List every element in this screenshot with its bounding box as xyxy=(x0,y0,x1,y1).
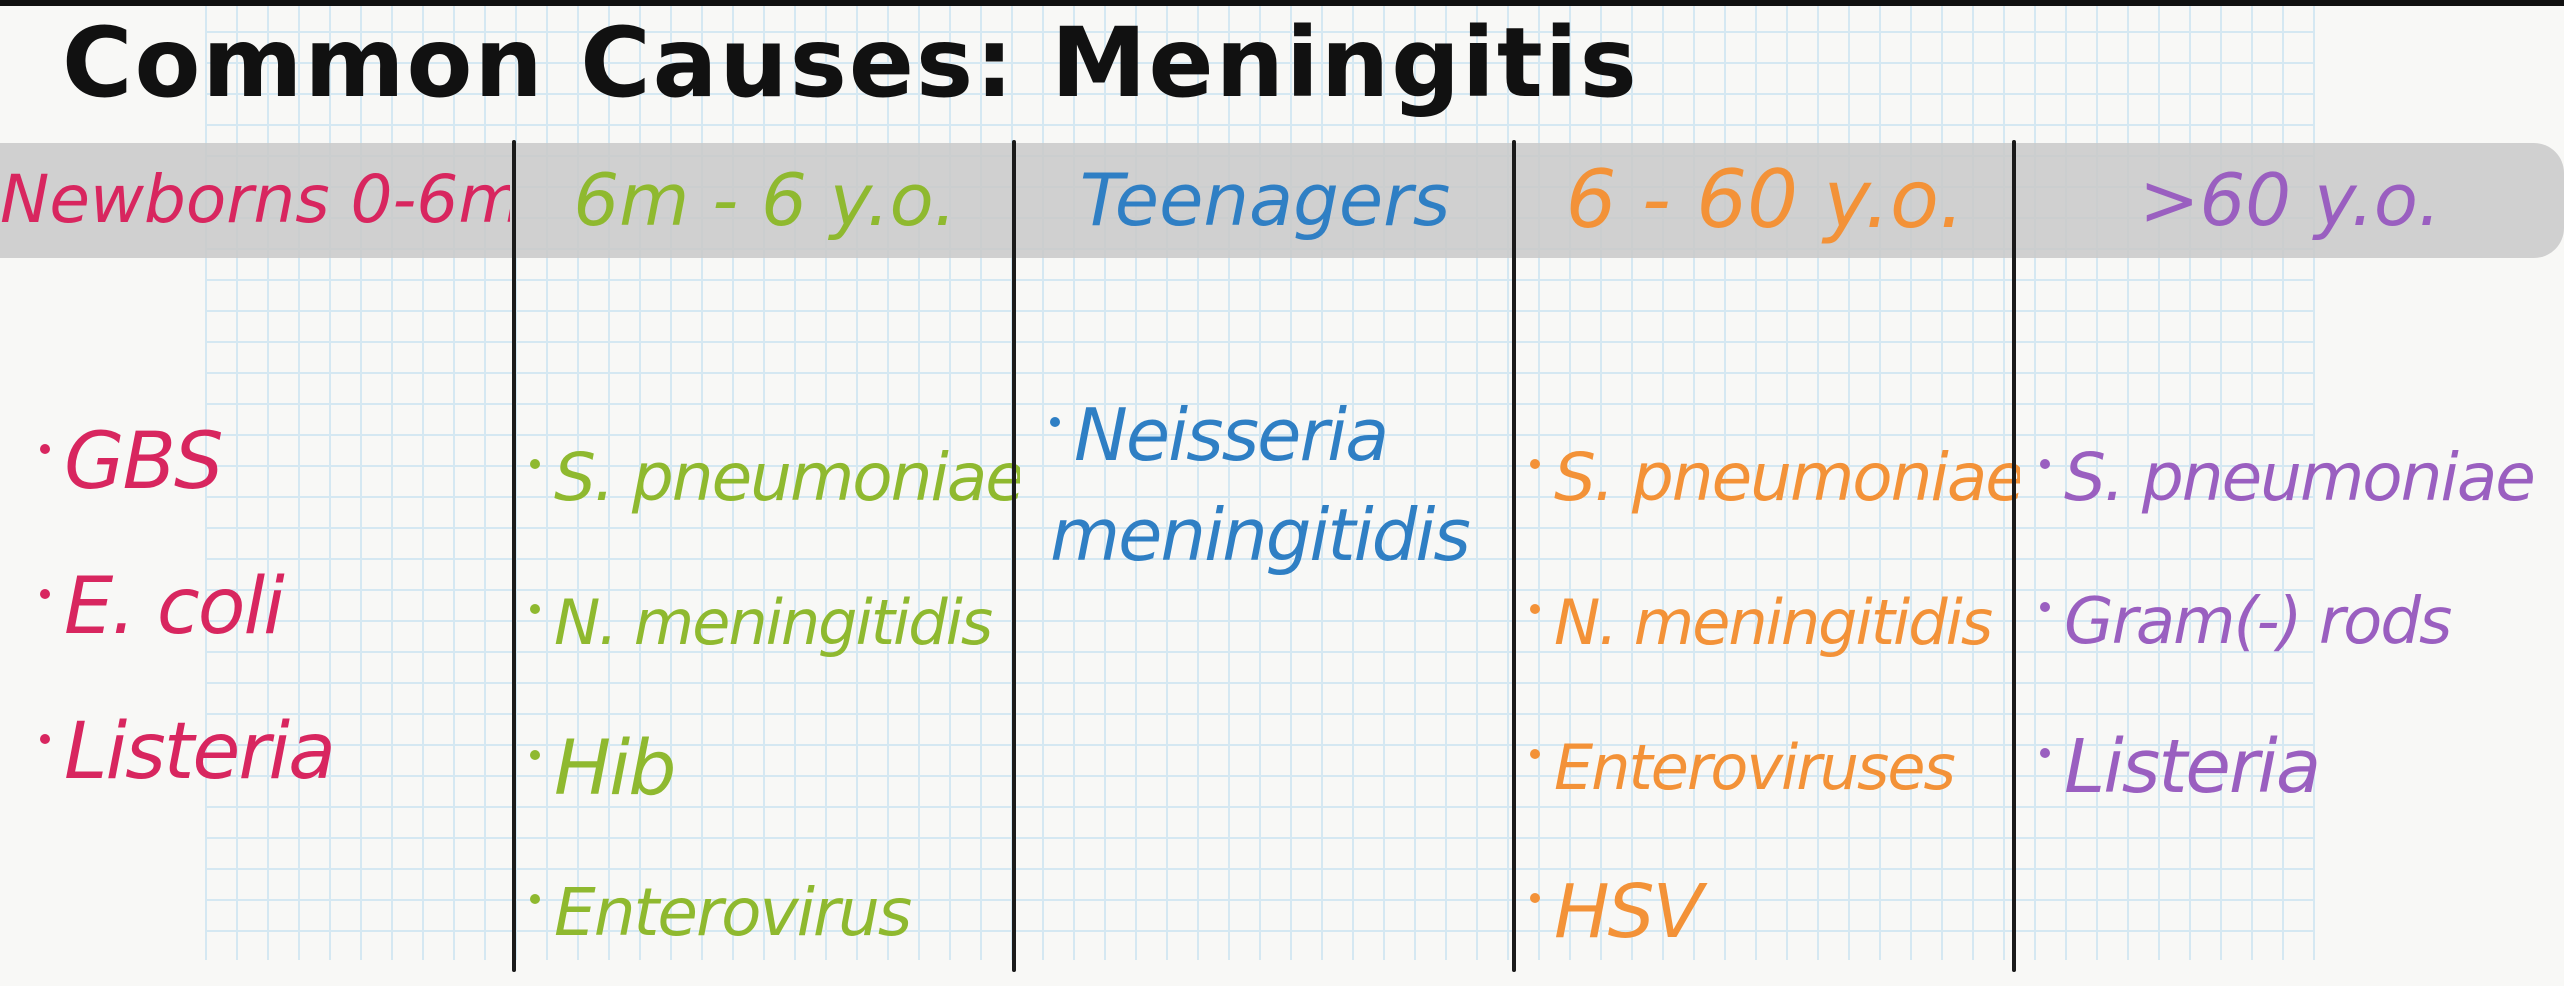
bullet-icon xyxy=(530,458,540,469)
column-divider xyxy=(512,140,516,972)
column-items-over-60yo: S. pneumoniae Gram(-) rods Listeria xyxy=(2040,405,2564,840)
list-item: HSV xyxy=(1530,840,2020,985)
bullet-icon xyxy=(40,443,50,454)
column-over-60yo: >60 y.o. S. pneumoniae Gram(-) rods List… xyxy=(2020,130,2560,986)
bullet-icon xyxy=(530,893,540,904)
bullet-icon xyxy=(1530,893,1540,904)
list-item: Neisseria meningitidis xyxy=(1050,393,1471,577)
bullet-icon xyxy=(530,603,540,614)
list-item: Enteroviruses xyxy=(1530,695,2020,840)
list-item: N. meningitidis xyxy=(1530,550,2020,695)
list-item: S. pneumoniae xyxy=(530,405,1020,550)
bullet-icon xyxy=(1050,417,1060,428)
column-items-6m-6yo: S. pneumoniae N. meningitidis Hib Entero… xyxy=(530,405,1020,985)
list-item: Enterovirus xyxy=(530,840,1020,985)
top-rule-line xyxy=(0,0,2564,6)
page-title: Common Causes: Meningitis xyxy=(62,7,1639,119)
column-header-newborns: Newborns 0-6m xyxy=(0,161,510,238)
column-newborns: Newborns 0-6m GBS E. coli Listeria xyxy=(0,130,510,986)
list-item: N. meningitidis xyxy=(530,550,1020,695)
list-item: E. coli xyxy=(40,535,550,680)
list-item: GBS xyxy=(40,390,550,535)
list-item: Listeria xyxy=(40,680,550,825)
bullet-icon xyxy=(1530,603,1540,614)
bullet-icon xyxy=(1530,748,1540,759)
column-header-teenagers: Teenagers xyxy=(1079,158,1451,242)
list-item: Listeria xyxy=(2040,695,2564,840)
bullet-icon xyxy=(2040,602,2050,613)
column-items-teenagers: Neisseria meningitidis xyxy=(1050,385,1500,585)
column-6m-6yo: 6m - 6 y.o. S. pneumoniae N. meningitidi… xyxy=(520,130,1020,986)
column-header-6m-6yo: 6m - 6 y.o. xyxy=(573,158,957,242)
bullet-icon xyxy=(40,588,50,599)
column-header-6-60yo: 6 - 60 y.o. xyxy=(1565,153,1965,246)
list-item: S. pneumoniae xyxy=(2040,405,2564,550)
column-divider xyxy=(1012,140,1016,972)
column-items-newborns: GBS E. coli Listeria xyxy=(40,390,550,825)
list-item: Hib xyxy=(530,695,1020,840)
column-teenagers: Teenagers Neisseria meningitidis xyxy=(1020,130,1510,986)
bullet-icon xyxy=(530,750,540,760)
bullet-icon xyxy=(2040,458,2050,469)
header-highlight-band xyxy=(0,143,2564,258)
list-item: S. pneumoniae xyxy=(1530,405,2020,550)
bullet-icon xyxy=(2040,748,2050,759)
bullet-icon xyxy=(1530,458,1540,469)
list-item: Gram(-) rods xyxy=(2040,550,2564,695)
column-divider xyxy=(2012,140,2016,972)
column-divider xyxy=(1512,140,1516,972)
column-header-over-60yo: >60 y.o. xyxy=(2139,158,2441,242)
column-items-6-60yo: S. pneumoniae N. meningitidis Enteroviru… xyxy=(1530,405,2020,985)
column-6-60yo: 6 - 60 y.o. S. pneumoniae N. meningitidi… xyxy=(1520,130,2020,986)
bullet-icon xyxy=(40,733,50,744)
